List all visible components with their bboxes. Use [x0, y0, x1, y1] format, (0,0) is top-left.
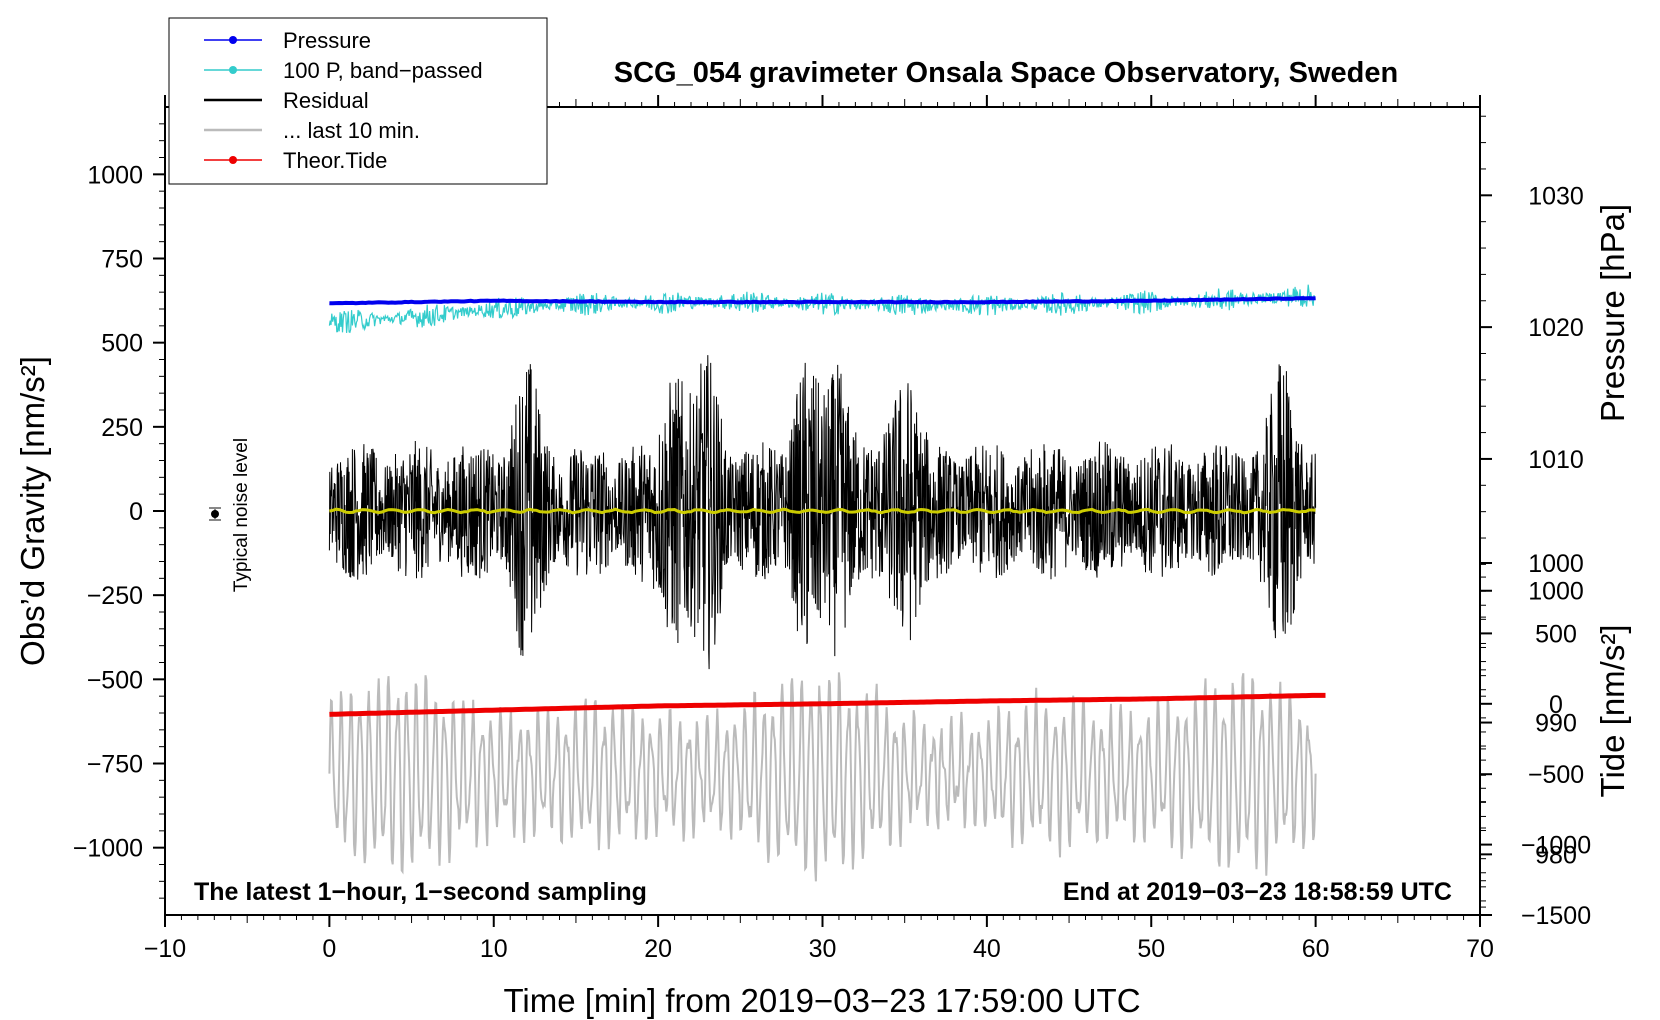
y-tick-label: −750 [87, 751, 143, 779]
legend-label: Residual [283, 88, 369, 113]
pressure-tick-label: 980 [1535, 841, 1577, 869]
legend: Pressure 100 P, band−passed Residual ... la… [168, 17, 548, 185]
x-tick-label: 0 [322, 935, 336, 963]
legend-marker [229, 36, 237, 44]
legend-label: 100 P, band−passed [283, 58, 483, 83]
series-residual [328, 355, 1317, 670]
series-pressure [329, 296, 1316, 306]
series-layer [328, 284, 1326, 882]
series-residual-smoothed [329, 507, 1316, 515]
y-tick-label: 1000 [87, 161, 143, 189]
pressure-tick-label: 1010 [1528, 446, 1584, 474]
noise-point [211, 510, 219, 518]
legend-item: 100 P, band−passed [204, 58, 483, 83]
tide-tick-label: −1500 [1521, 902, 1591, 930]
series-theor-tide [329, 692, 1326, 717]
legend-label: Pressure [283, 28, 371, 53]
legend-marker [229, 156, 237, 164]
y-tick-label: 250 [101, 414, 143, 442]
y-tick-label: −500 [87, 666, 143, 694]
pressure-axis-title: Pressure [hPa] [1594, 204, 1631, 422]
legend-item: Pressure [204, 28, 371, 53]
pressure-tick-label: 1020 [1528, 314, 1584, 342]
y-tick-label: 750 [101, 246, 143, 274]
y-tick-label: 0 [129, 498, 143, 526]
legend-marker [229, 66, 237, 74]
pressure-tick-label: 990 [1535, 710, 1577, 738]
annotation-bottom-right: End at 2019−03−23 18:58:59 UTC [1063, 878, 1452, 906]
legend-item: ... last 10 min. [204, 118, 420, 143]
noise-level-label: Typical noise level [231, 438, 252, 592]
noise-level-marker: Typical noise level [209, 438, 252, 592]
legend-item: Theor.Tide [204, 148, 387, 173]
series-bandpassed-pressure [328, 284, 1316, 334]
series-last-10-min [328, 672, 1317, 882]
chart-title: SCG_054 gravimeter Onsala Space Observat… [614, 57, 1398, 89]
tide-tick-label: −1000 [1521, 832, 1591, 860]
legend-label: Theor.Tide [283, 148, 387, 173]
tide-tick-label: 1000 [1528, 550, 1584, 578]
x-tick-label: 50 [1137, 935, 1165, 963]
tide-tick-label: 500 [1535, 620, 1577, 648]
pressure-tick-label: 1030 [1528, 182, 1584, 210]
legend-label: ... last 10 min. [283, 118, 420, 143]
tide-tick-label: 0 [1549, 691, 1563, 719]
x-tick-label: 70 [1466, 935, 1494, 963]
x-axis-title: Time [min] from 2019−03−23 17:59:00 UTC [503, 982, 1140, 1019]
x-tick-label: 40 [973, 935, 1001, 963]
legend-item: Residual [204, 88, 369, 113]
y-axis-title: Obs’d Gravity [nm/s²] [14, 356, 51, 666]
y-tick-label: −250 [87, 582, 143, 610]
x-tick-label: 10 [480, 935, 508, 963]
y-tick-label: −1000 [73, 835, 143, 863]
x-tick-label: 30 [809, 935, 837, 963]
tide-axis-title: Tide [nm/s²] [1594, 625, 1631, 798]
x-tick-label: 60 [1302, 935, 1330, 963]
y-tick-label: 500 [101, 330, 143, 358]
x-tick-label: 20 [644, 935, 672, 963]
tide-tick-label: −500 [1528, 761, 1584, 789]
x-tick-label: −10 [144, 935, 186, 963]
axes-layer: −10 0 10 20 30 40 50 60 7010007505002500−250−500… [73, 95, 1591, 963]
pressure-tick-label: 1000 [1528, 578, 1584, 606]
annotation-bottom-left: The latest 1−hour, 1−second sampling [194, 878, 647, 906]
